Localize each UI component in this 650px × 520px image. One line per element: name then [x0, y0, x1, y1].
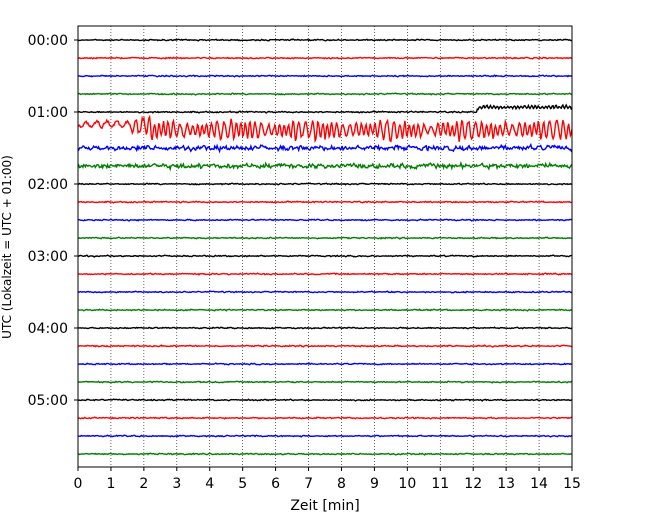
x-tick-label: 4	[205, 476, 214, 492]
trace-line	[77, 103, 573, 114]
y-tick-label: 05:00	[28, 393, 68, 409]
trace-line	[77, 290, 573, 294]
x-tick-label: 12	[464, 476, 482, 492]
x-tick-label: 7	[304, 476, 313, 492]
trace-line	[77, 38, 573, 42]
x-tick-label: 1	[106, 476, 115, 492]
trace-line	[77, 142, 573, 154]
trace-line	[77, 114, 573, 144]
trace-line	[77, 160, 573, 172]
x-tick-label: 8	[337, 476, 346, 492]
trace-line	[77, 200, 573, 204]
x-tick-label: 6	[271, 476, 280, 492]
y-tick-label: 04:00	[28, 321, 68, 337]
trace-line	[77, 398, 573, 402]
x-tick-label: 10	[398, 476, 416, 492]
x-tick-label: 5	[238, 476, 247, 492]
trace-line	[77, 326, 573, 330]
plot-frame	[77, 25, 573, 468]
trace-line	[77, 344, 573, 348]
trace-line	[77, 272, 573, 276]
x-tick-label: 2	[139, 476, 148, 492]
x-axis-ticks: 0 1 2 3 4 5 6 7 8 9 10 11 12 13 14 15	[74, 467, 581, 492]
trace-line	[77, 92, 573, 96]
y-axis-label: UTC (Lokalzeit = UTC + 01:00)	[0, 155, 14, 339]
trace-line	[77, 434, 573, 438]
x-tick-label: 15	[563, 476, 581, 492]
y-axis-ticks: 00:00 01:00 02:00 03:00 04:00 05:00	[28, 33, 78, 409]
trace-line	[78, 236, 573, 240]
trace-line	[78, 218, 573, 222]
x-axis-label: Zeit [min]	[290, 498, 359, 514]
trace-line	[77, 380, 573, 384]
trace-line	[78, 308, 573, 312]
x-tick-label: 13	[497, 476, 515, 492]
trace-line	[77, 416, 573, 420]
x-tick-label: 3	[172, 476, 181, 492]
x-tick-label: 11	[431, 476, 449, 492]
trace-line	[77, 74, 573, 78]
trace-line	[77, 452, 573, 456]
y-tick-label: 01:00	[28, 105, 68, 121]
trace-line	[77, 362, 573, 366]
vertical-grid	[110, 26, 540, 467]
x-tick-label: 0	[74, 476, 83, 492]
y-tick-label: 00:00	[28, 33, 68, 49]
trace-line	[78, 182, 573, 186]
x-tick-label: 14	[530, 476, 548, 492]
y-tick-label: 02:00	[28, 177, 68, 193]
trace-series	[77, 38, 573, 456]
x-tick-label: 9	[370, 476, 379, 492]
y-tick-label: 03:00	[28, 249, 68, 265]
trace-line	[77, 254, 573, 258]
trace-line	[77, 56, 573, 60]
